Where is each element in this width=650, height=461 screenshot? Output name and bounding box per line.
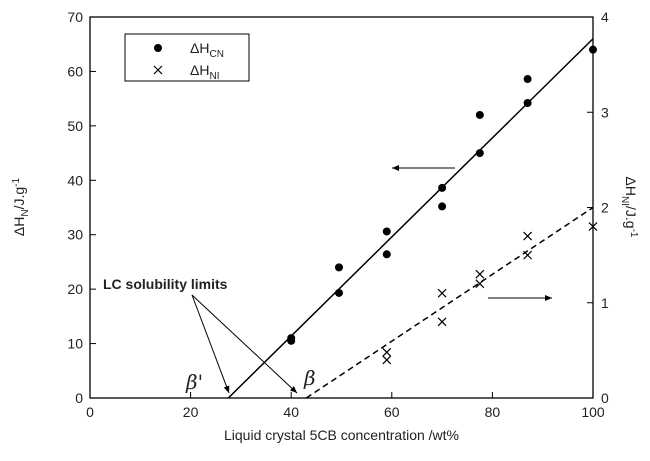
y2-tick-label: 2 <box>601 200 609 216</box>
data-point <box>588 222 598 231</box>
fit-line <box>305 206 594 399</box>
data-point <box>382 355 392 365</box>
annotation: β' <box>185 370 203 394</box>
arrow <box>191 294 298 394</box>
data-point <box>475 269 485 279</box>
y-tick-label: 70 <box>67 9 83 25</box>
data-point <box>382 347 392 357</box>
axis-label-part: /J.g <box>11 187 27 210</box>
data-point <box>438 202 447 211</box>
axis-label-part: NI <box>619 196 630 206</box>
data-point <box>523 75 532 84</box>
x-tick-label: 20 <box>183 404 199 420</box>
y2-tick-label: 0 <box>601 390 609 406</box>
y2-tick-label: 3 <box>601 104 609 120</box>
data-point <box>382 227 391 236</box>
x-axis-label: Liquid crystal 5CB concentration /wt% <box>224 427 459 443</box>
y-tick-label: 20 <box>67 281 83 297</box>
y-tick-label: 30 <box>67 227 83 243</box>
y2-tick-label: 1 <box>601 295 609 311</box>
legend-label: ΔHNI <box>190 62 219 82</box>
axis-label-part: /J.g <box>623 206 639 229</box>
annotation: LC solubility limits <box>103 276 228 292</box>
y-tick-label: 50 <box>67 118 83 134</box>
y-tick-label: 10 <box>67 336 83 352</box>
fit-line <box>227 38 594 399</box>
legend <box>124 33 250 82</box>
arrow <box>191 294 230 394</box>
data-point <box>475 110 484 119</box>
y-tick-label: 0 <box>75 390 83 406</box>
data-point <box>523 231 533 241</box>
data-point <box>334 263 343 272</box>
annotation: β <box>303 366 316 390</box>
y2-tick-label: 4 <box>601 9 609 25</box>
data-point <box>589 45 597 54</box>
plot-frame <box>89 16 594 399</box>
y-tick-label: 40 <box>67 172 83 188</box>
data-point <box>523 98 532 107</box>
x-tick-label: 40 <box>283 404 299 420</box>
data-point <box>437 317 447 327</box>
data-point <box>523 250 533 260</box>
legend-marker <box>153 65 163 75</box>
axis-label-part: N <box>20 209 31 216</box>
x-tick-label: 80 <box>485 404 501 420</box>
data-point <box>475 149 484 158</box>
data-point <box>287 336 296 345</box>
legend-label: ΔHCN <box>190 40 224 60</box>
legend-name: ΔH <box>190 62 209 78</box>
data-point <box>437 288 447 298</box>
y-tick-label: 60 <box>67 63 83 79</box>
x-tick-label: 100 <box>581 404 605 420</box>
axis-label-part: -1 <box>628 229 639 238</box>
legend-box <box>124 33 250 82</box>
axis-label-part: ΔH <box>623 177 639 196</box>
data-point <box>334 288 343 297</box>
axis-label: ΔHNI/J.g-1 <box>619 177 639 238</box>
axis-label-part: -1 <box>11 177 22 186</box>
legend-marker <box>154 44 162 52</box>
axis-label-part: ΔH <box>11 217 27 236</box>
x-tick-label: 60 <box>384 404 400 420</box>
x-tick-label: 0 <box>86 404 94 420</box>
axis-label: ΔHN/J.g-1 <box>11 177 31 236</box>
legend-name: ΔH <box>190 40 209 56</box>
data-point <box>475 279 485 289</box>
data-point <box>382 250 391 259</box>
data-point <box>438 183 447 192</box>
legend-sub: NI <box>209 71 219 82</box>
legend-sub: CN <box>209 49 223 60</box>
